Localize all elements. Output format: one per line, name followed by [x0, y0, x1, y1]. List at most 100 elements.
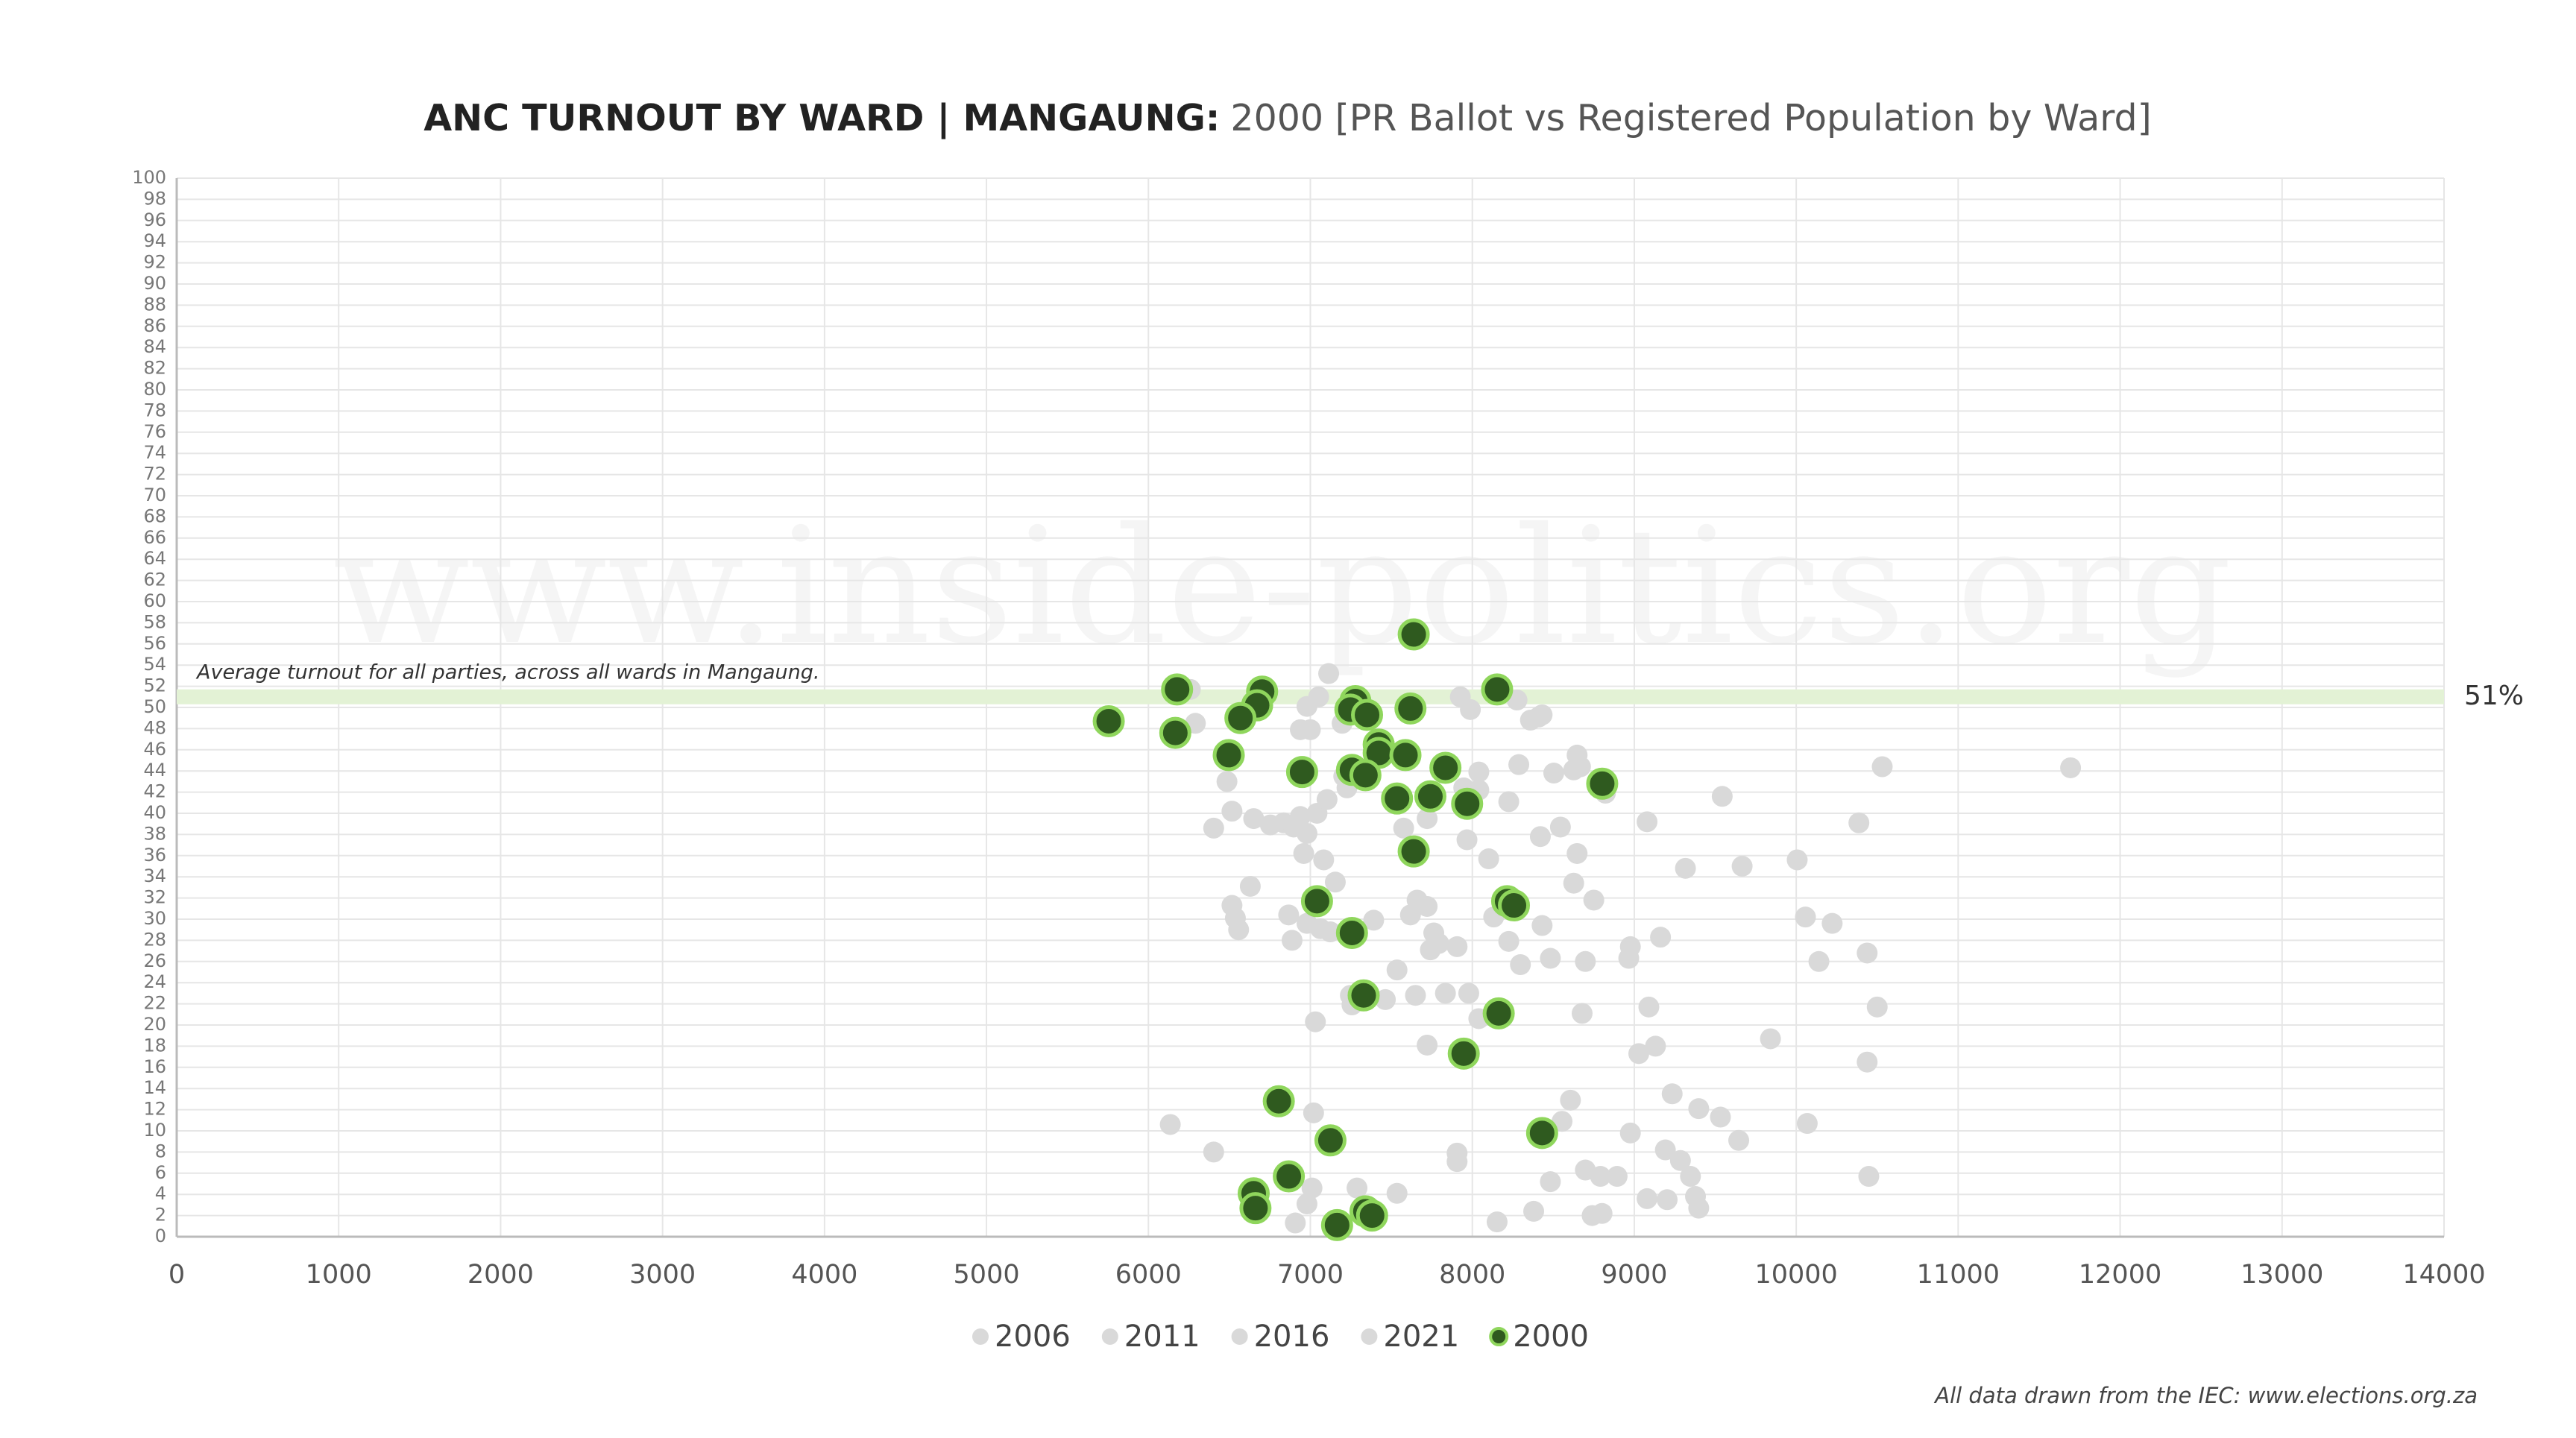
point	[1566, 842, 1588, 864]
y-tick-label: 18	[143, 1035, 166, 1056]
point-highlight	[1212, 739, 1245, 772]
point	[1386, 1182, 1408, 1204]
x-tick-label: 12000	[2079, 1260, 2161, 1290]
point	[1510, 954, 1531, 976]
y-tick-label: 82	[143, 358, 166, 379]
y-tick-label: 32	[143, 887, 166, 908]
point	[1239, 875, 1261, 897]
point	[1468, 761, 1490, 783]
point	[1575, 1159, 1596, 1181]
point	[1458, 983, 1479, 1004]
point	[1316, 789, 1338, 810]
point	[1531, 915, 1553, 936]
point	[1301, 1177, 1323, 1199]
y-tick-label: 36	[143, 845, 166, 865]
point	[1848, 812, 1870, 833]
y-tick-label: 86	[143, 315, 166, 336]
point	[1669, 1150, 1691, 1171]
y-tick-label: 34	[143, 865, 166, 886]
point-highlight	[1351, 698, 1384, 731]
y-tick-label: 84	[143, 336, 166, 357]
point	[1711, 786, 1733, 807]
y-tick-label: 48	[143, 717, 166, 738]
point	[1675, 857, 1696, 879]
legend-marker	[1489, 1327, 1509, 1346]
x-tick-label: 7000	[1277, 1260, 1344, 1290]
y-tick-label: 62	[143, 570, 166, 590]
y-tick-label: 6	[155, 1162, 166, 1183]
point	[1320, 921, 1341, 943]
point	[1680, 1166, 1701, 1188]
legend-marker	[1231, 1328, 1248, 1345]
x-tick-label: 2000	[467, 1260, 534, 1290]
y-tick-label: 68	[143, 505, 166, 526]
point	[1417, 1034, 1438, 1056]
point	[1435, 983, 1456, 1004]
point	[1324, 871, 1346, 893]
point	[1318, 663, 1340, 684]
y-tick-label: 14	[143, 1077, 166, 1098]
point	[1786, 849, 1808, 871]
point	[1661, 1083, 1683, 1105]
x-tick-label: 10000	[1754, 1260, 1837, 1290]
point	[1363, 909, 1385, 931]
y-tick-label: 60	[143, 590, 166, 611]
point	[1731, 856, 1753, 877]
point	[1290, 719, 1311, 740]
point	[1498, 791, 1520, 813]
y-tick-label: 80	[143, 379, 166, 400]
y-tick-label: 58	[143, 611, 166, 632]
point-highlight	[1092, 704, 1125, 737]
point	[1386, 959, 1408, 981]
y-tick-label: 20	[143, 1014, 166, 1035]
y-tick-label: 26	[143, 950, 166, 971]
x-tick-label: 3000	[629, 1260, 696, 1290]
point	[1628, 1043, 1650, 1065]
legend-label: 2011	[1124, 1319, 1200, 1354]
y-tick-label: 54	[143, 654, 166, 675]
legend: 2006 2011 2016 2021 2000	[972, 1319, 1589, 1354]
point-highlight	[1262, 1085, 1295, 1117]
point	[1203, 817, 1224, 839]
point	[1821, 912, 1843, 934]
point	[1446, 1142, 1468, 1164]
point-highlight	[1525, 1117, 1558, 1150]
point-highlight	[1451, 787, 1484, 820]
point	[1728, 1129, 1750, 1151]
point	[1290, 806, 1311, 827]
point	[1486, 1211, 1508, 1233]
point-highlight	[1273, 1160, 1306, 1193]
point	[1243, 808, 1265, 830]
y-tick-label: 56	[143, 633, 166, 654]
point-highlight	[1481, 673, 1514, 706]
point	[1159, 1114, 1181, 1135]
point-highlight	[1349, 759, 1382, 792]
x-tick-label: 6000	[1115, 1260, 1182, 1290]
y-tick-label: 90	[143, 273, 166, 294]
legend-marker	[972, 1328, 989, 1345]
point	[1637, 811, 1658, 833]
point	[1543, 763, 1564, 784]
y-tick-label: 28	[143, 929, 166, 950]
y-tick-label: 52	[143, 675, 166, 696]
point	[1529, 826, 1551, 848]
y-tick-label: 50	[143, 696, 166, 717]
point-highlight	[1381, 782, 1414, 815]
point	[1637, 1188, 1658, 1209]
point	[1796, 1113, 1818, 1135]
point	[1278, 904, 1300, 926]
point	[1347, 1177, 1368, 1199]
point	[1618, 947, 1640, 969]
point	[1650, 927, 1672, 948]
point	[1654, 1139, 1676, 1161]
y-tick-label: 30	[143, 908, 166, 929]
point	[1795, 906, 1816, 928]
point	[1563, 759, 1584, 781]
point	[1281, 930, 1303, 951]
point	[1296, 1193, 1317, 1214]
point	[1523, 1200, 1545, 1222]
point	[1866, 996, 1888, 1018]
point-highlight	[1347, 979, 1380, 1012]
x-tick-label: 0	[169, 1260, 185, 1290]
